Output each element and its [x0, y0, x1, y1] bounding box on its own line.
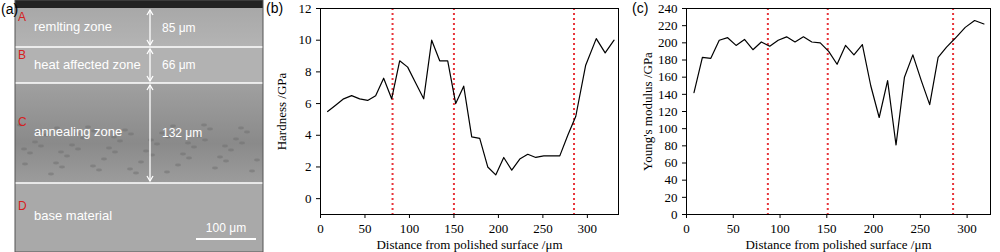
svg-text:50: 50: [727, 221, 740, 236]
svg-text:250: 250: [911, 221, 931, 236]
svg-text:200: 200: [864, 221, 884, 236]
svg-text:2: 2: [305, 159, 312, 174]
svg-text:300: 300: [578, 221, 598, 236]
svg-text:100: 100: [770, 221, 790, 236]
svg-text:150: 150: [817, 221, 837, 236]
svg-text:4: 4: [305, 127, 312, 142]
svg-text:0: 0: [305, 191, 312, 206]
svg-text:D: D: [18, 199, 27, 213]
svg-text:annealing zone: annealing zone: [34, 124, 122, 139]
svg-text:0: 0: [683, 221, 690, 236]
svg-text:200: 200: [658, 35, 678, 50]
svg-text:200: 200: [489, 221, 509, 236]
svg-text:85 μm: 85 μm: [162, 21, 196, 35]
svg-text:0: 0: [671, 207, 678, 222]
svg-text:base material: base material: [34, 208, 112, 223]
svg-text:150: 150: [444, 221, 464, 236]
svg-text:120: 120: [658, 104, 678, 119]
svg-text:Young's modulus /GPa: Young's modulus /GPa: [640, 52, 655, 171]
html-text:(c): (c): [632, 0, 649, 16]
svg-text:heat affected zone: heat affected zone: [34, 57, 141, 72]
svg-text:60: 60: [665, 155, 678, 170]
svg-text:66 μm: 66 μm: [162, 58, 196, 72]
svg-text:100 μm: 100 μm: [206, 221, 246, 235]
svg-text:B: B: [18, 48, 26, 62]
svg-text:Distance from polished surface: Distance from polished surface /μm: [376, 237, 562, 252]
svg-text:40: 40: [665, 172, 678, 187]
svg-text:6: 6: [305, 96, 312, 111]
svg-text:220: 220: [658, 18, 678, 33]
svg-text:0: 0: [317, 221, 324, 236]
svg-text:remlting zone: remlting zone: [34, 19, 112, 34]
svg-text:8: 8: [305, 64, 312, 79]
svg-text:250: 250: [533, 221, 553, 236]
svg-text:12: 12: [299, 1, 312, 16]
svg-text:180: 180: [658, 52, 678, 67]
svg-text:300: 300: [957, 221, 977, 236]
svg-text:140: 140: [658, 86, 678, 101]
svg-text:80: 80: [665, 138, 678, 153]
svg-text:100: 100: [658, 121, 678, 136]
svg-text:100: 100: [400, 221, 420, 236]
svg-text:A: A: [18, 10, 26, 24]
html-text:(b): (b): [266, 0, 284, 16]
svg-text:160: 160: [658, 69, 678, 84]
svg-text:C: C: [18, 115, 27, 129]
svg-text:50: 50: [358, 221, 371, 236]
svg-text:(a): (a): [1, 1, 18, 17]
svg-text:Hardness /GPa: Hardness /GPa: [274, 72, 289, 150]
svg-text:132 μm: 132 μm: [162, 126, 202, 140]
svg-text:10: 10: [299, 32, 312, 47]
svg-text:20: 20: [665, 189, 678, 204]
svg-text:240: 240: [658, 1, 678, 16]
svg-text:Distance from polished surface: Distance from polished surface /μm: [745, 237, 931, 252]
